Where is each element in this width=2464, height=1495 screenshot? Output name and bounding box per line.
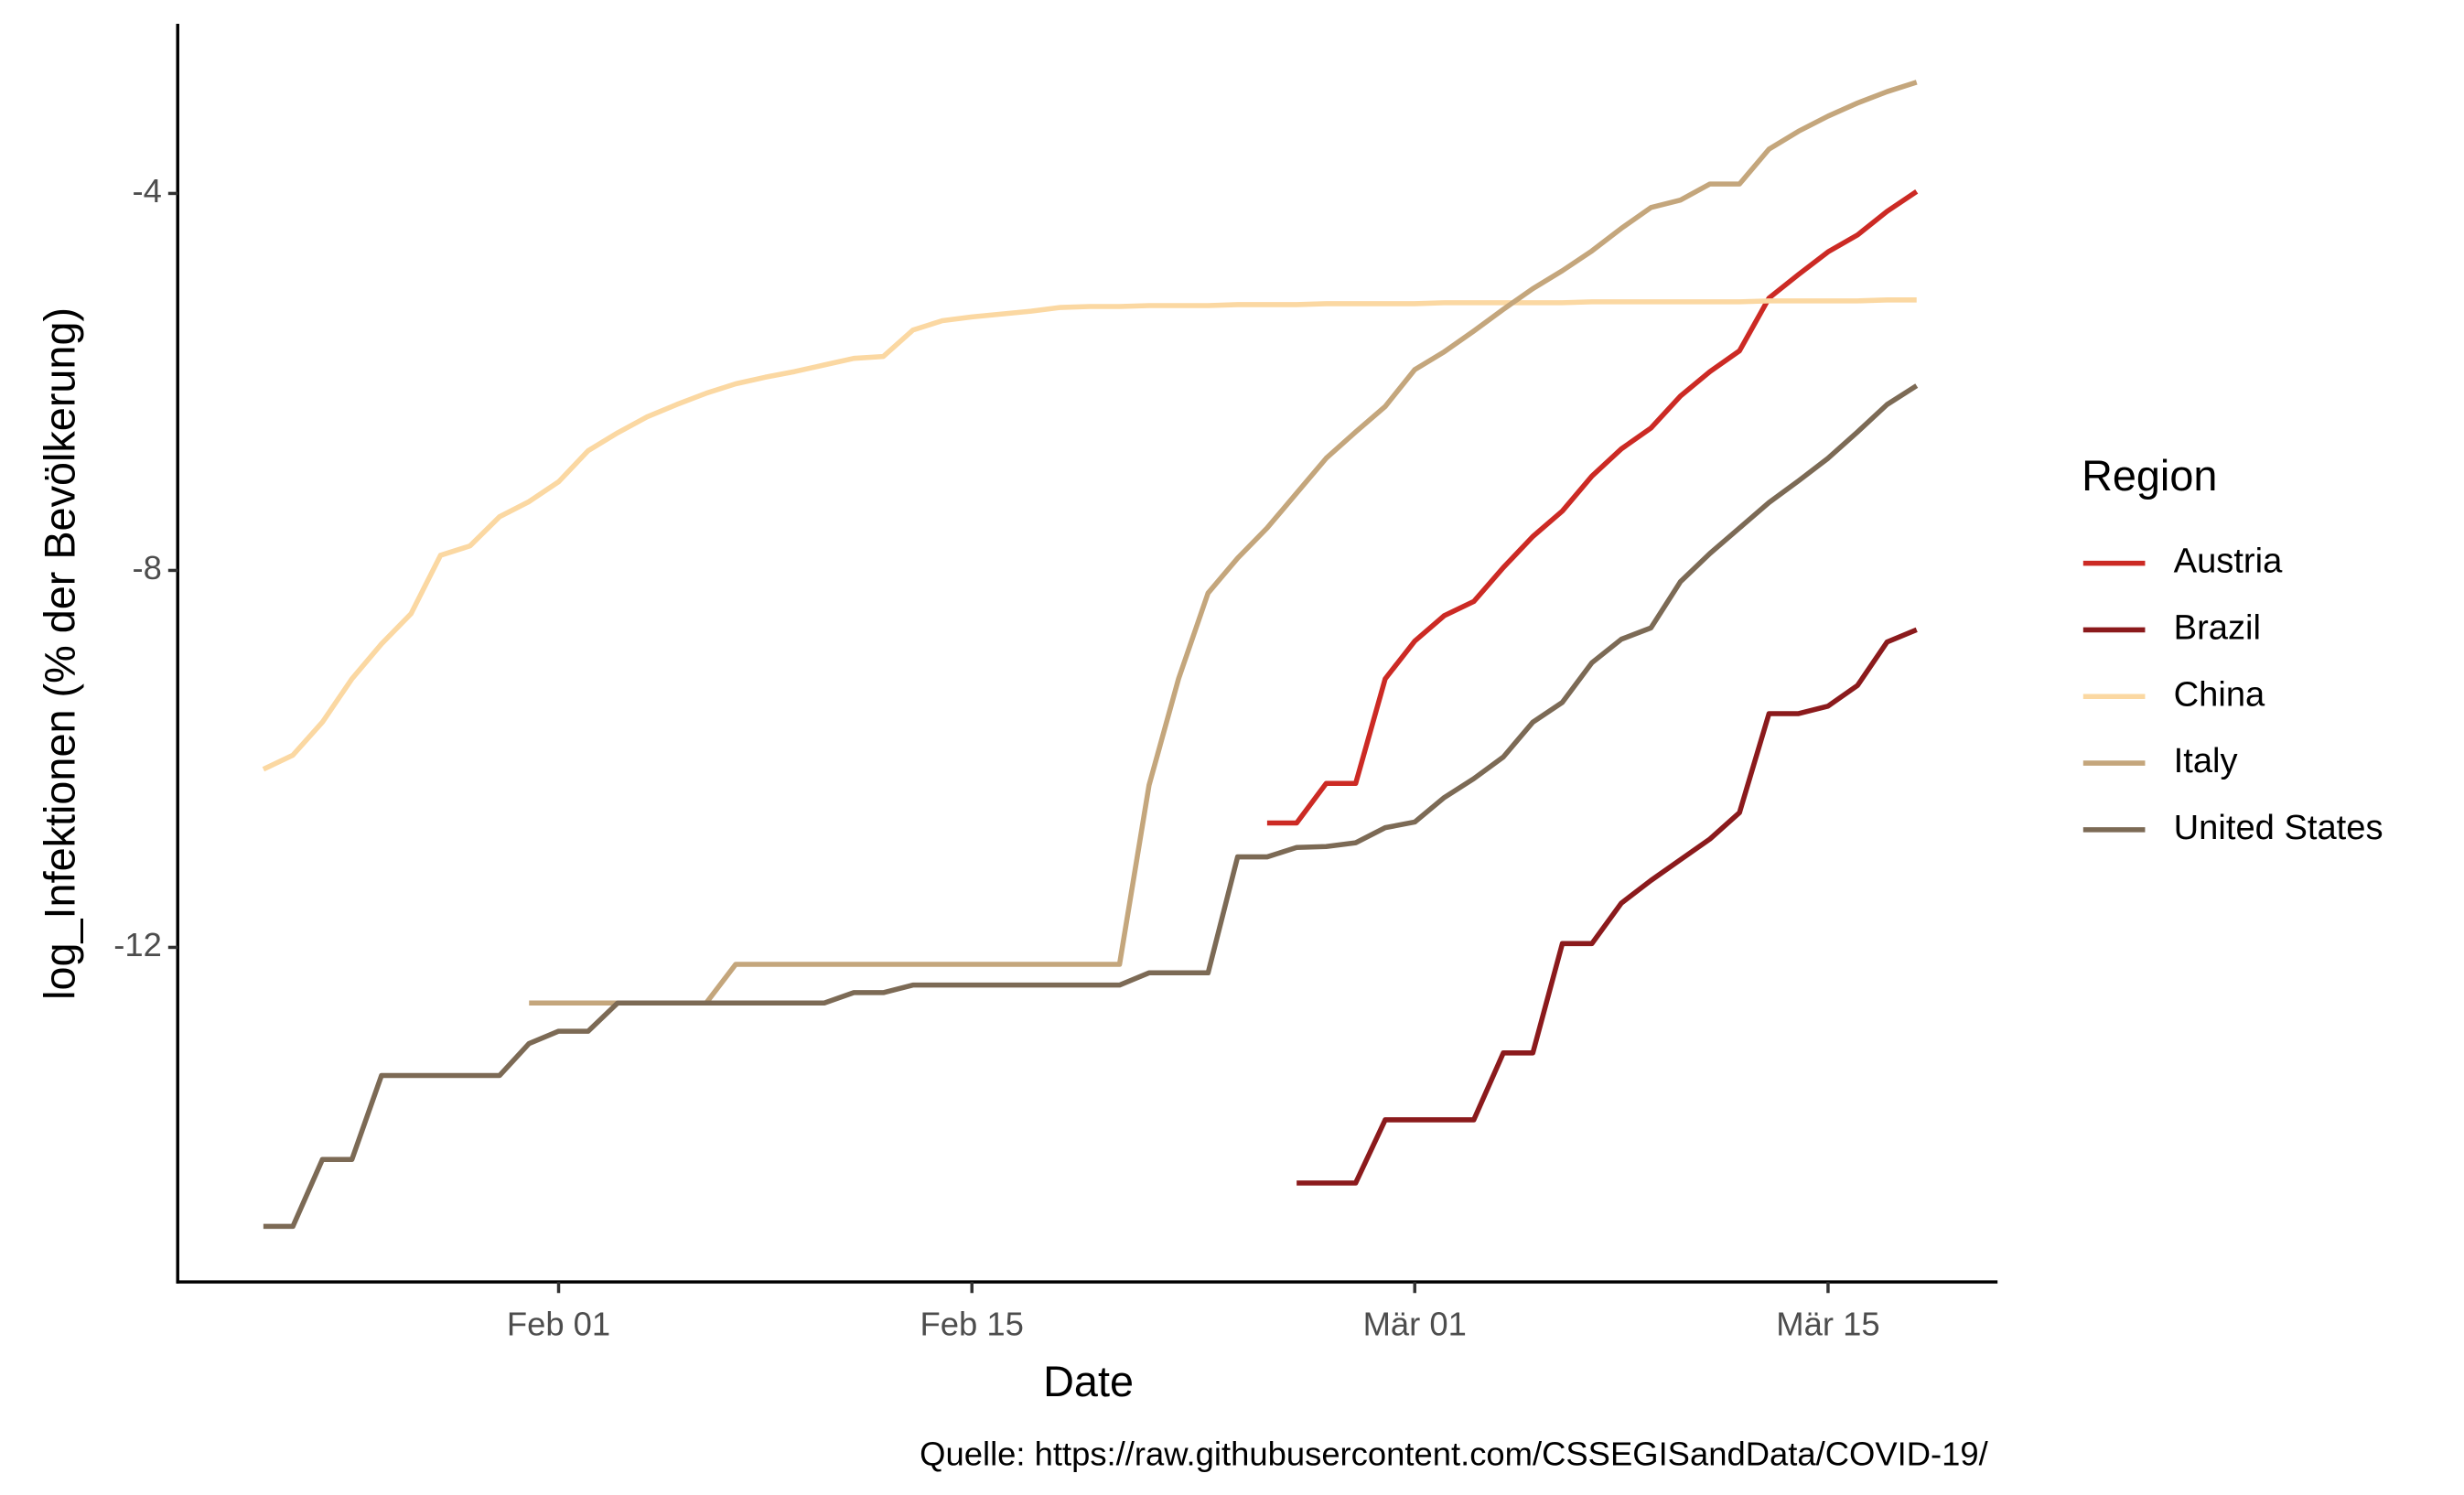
y-tick-label: -4 [133,172,162,210]
series-line [529,80,1918,1006]
x-tick-label: Feb 01 [507,1305,610,1342]
legend-title: Region [2082,452,2217,500]
legend-label: United States [2174,808,2383,847]
legend-label: Austria [2174,542,2283,581]
plot-area [262,80,1919,1230]
series-line [1266,189,1919,826]
legend-label: Italy [2174,741,2238,780]
series-line [1297,627,1918,1186]
y-tick-label: -8 [133,549,162,586]
y-tick-label: -12 [113,926,162,963]
x-axis-title: Date [1043,1358,1134,1405]
legend-label: Brazil [2174,608,2261,647]
legend-label: China [2174,674,2265,714]
x-tick-label: Feb 15 [920,1305,1024,1342]
x-tick-label: Mär 15 [1776,1305,1879,1342]
series-line [262,297,1917,772]
y-axis-title: log_Infektionen (% der Bevölkerung) [37,307,84,1000]
caption: Quelle: https://raw.githubusercontent.co… [920,1435,1988,1472]
series-line [263,383,1919,1230]
x-tick-label: Mär 01 [1363,1305,1467,1342]
